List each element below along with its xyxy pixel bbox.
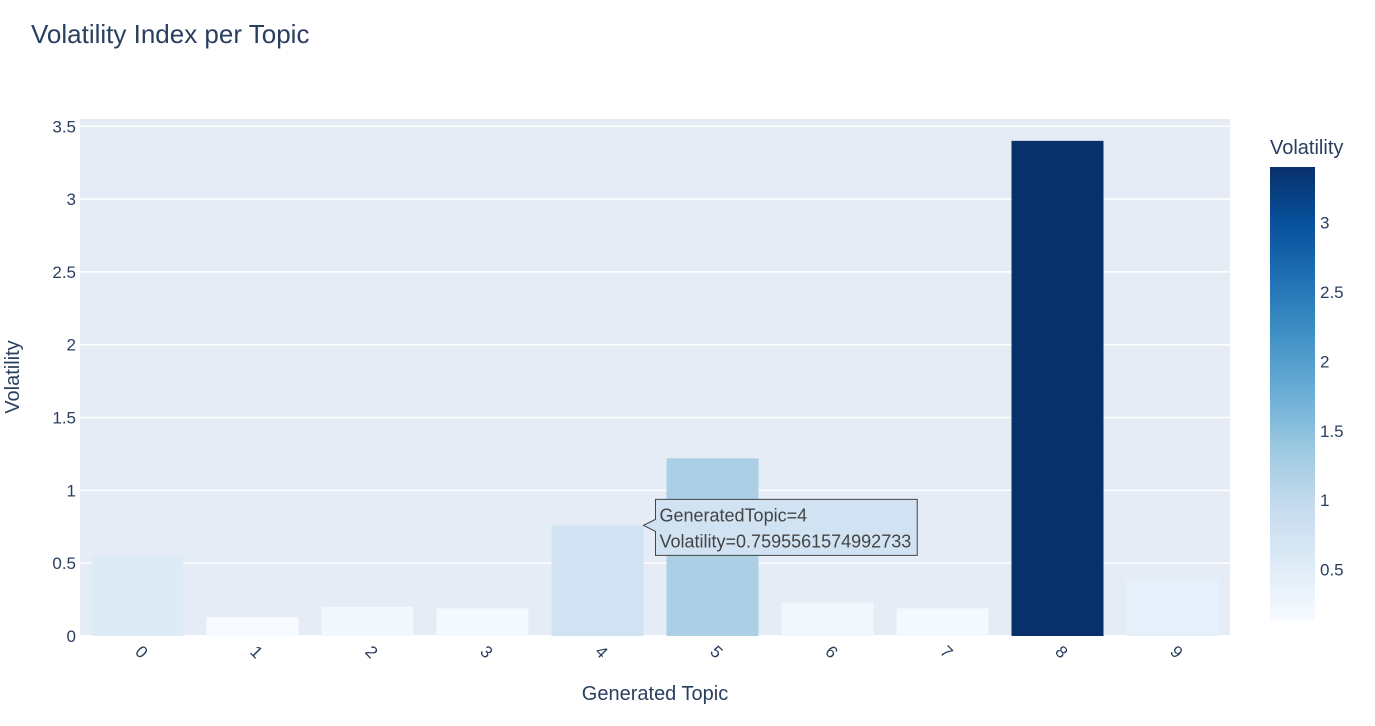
y-tick-label: 1.5 bbox=[52, 409, 76, 428]
x-tick-label: 0 bbox=[131, 642, 151, 662]
x-tick-label: 5 bbox=[706, 642, 726, 662]
chart-title: Volatility Index per Topic bbox=[31, 19, 309, 49]
bar-topic-0[interactable] bbox=[91, 555, 184, 636]
bar-topic-2[interactable] bbox=[321, 606, 414, 636]
colorbar-tick-label: 0.5 bbox=[1320, 561, 1344, 580]
x-axis-title: Generated Topic bbox=[582, 683, 728, 705]
bar-topic-7[interactable] bbox=[896, 608, 989, 636]
colorbar-title: Volatility bbox=[1270, 137, 1343, 159]
bar-topic-4[interactable] bbox=[551, 525, 644, 636]
tooltip-line-2: Volatility=0.7595561574992733 bbox=[660, 531, 912, 551]
y-tick-label: 0 bbox=[67, 627, 76, 646]
hover-tooltip: GeneratedTopic=4 Volatility=0.7595561574… bbox=[642, 498, 918, 556]
x-ticks: 0 1 2 3 4 5 6 7 8 9 bbox=[131, 642, 1186, 662]
y-tick-label: 3 bbox=[67, 190, 76, 209]
tooltip-line-1: GeneratedTopic=4 bbox=[660, 505, 808, 525]
colorbar-tick-label: 1 bbox=[1320, 491, 1329, 510]
bar-topic-8[interactable] bbox=[1011, 140, 1104, 636]
y-tick-label: 0.5 bbox=[52, 554, 76, 573]
x-tick-label: 9 bbox=[1166, 642, 1186, 662]
bars-group bbox=[91, 140, 1219, 636]
bar-topic-6[interactable] bbox=[781, 602, 874, 636]
y-tick-label: 3.5 bbox=[52, 117, 76, 136]
x-tick-label: 8 bbox=[1051, 642, 1071, 662]
x-tick-label: 4 bbox=[591, 642, 611, 662]
y-tick-label: 1 bbox=[67, 481, 76, 500]
colorbar-tick-label: 3 bbox=[1320, 214, 1329, 233]
y-axis-title: Volatility bbox=[2, 340, 24, 413]
x-tick-label: 7 bbox=[936, 642, 956, 662]
y-tick-label: 2 bbox=[67, 336, 76, 355]
colorbar-tick-label: 2 bbox=[1320, 352, 1329, 371]
colorbar-ticks: 0.5 1 1.5 2 2.5 3 bbox=[1320, 214, 1344, 580]
bar-topic-9[interactable] bbox=[1126, 577, 1219, 636]
x-tick-label: 6 bbox=[821, 642, 841, 662]
y-ticks: 0 0.5 1 1.5 2 2.5 3 3.5 bbox=[52, 117, 76, 646]
colorbar bbox=[1270, 167, 1315, 621]
colorbar-tick-label: 2.5 bbox=[1320, 283, 1344, 302]
x-tick-label: 3 bbox=[476, 642, 496, 662]
y-tick-label: 2.5 bbox=[52, 263, 76, 282]
bar-topic-1[interactable] bbox=[206, 617, 299, 636]
tooltip-box bbox=[642, 498, 918, 556]
colorbar-tick-label: 1.5 bbox=[1320, 422, 1344, 441]
bar-topic-3[interactable] bbox=[436, 608, 529, 636]
x-tick-label: 2 bbox=[361, 642, 381, 662]
x-tick-label: 1 bbox=[246, 642, 266, 662]
